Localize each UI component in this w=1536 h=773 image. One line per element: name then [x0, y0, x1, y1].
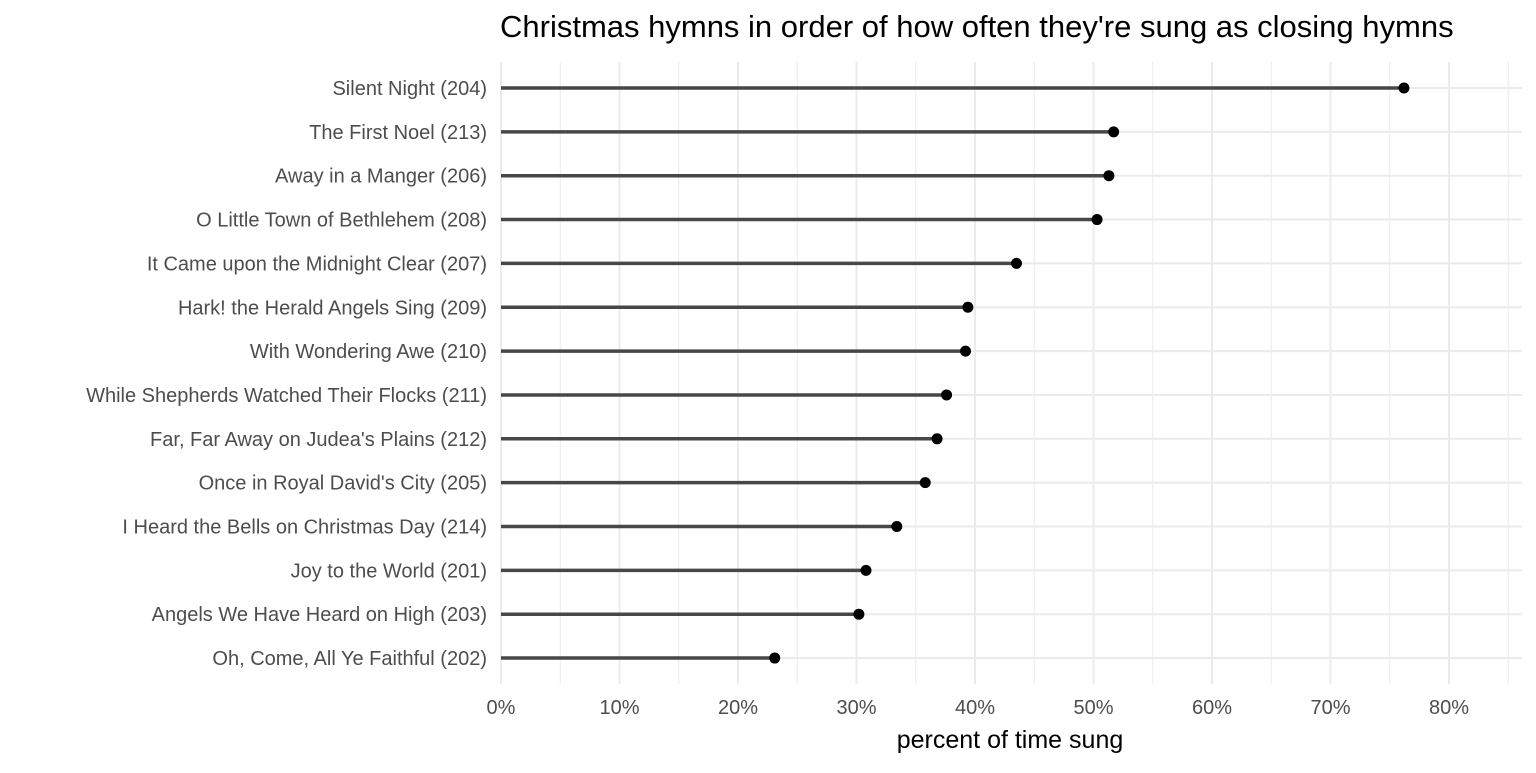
marks-layer — [501, 82, 1410, 664]
lollipop-point — [860, 564, 872, 576]
y-tick-label: Angels We Have Heard on High (203) — [152, 604, 487, 626]
y-tick-label: Hark! the Herald Angels Sing (209) — [178, 297, 487, 319]
x-tick-label: 0% — [487, 697, 516, 719]
chart-title: Christmas hymns in order of how often th… — [500, 9, 1454, 44]
lollipop-point — [962, 301, 974, 313]
y-tick-label: The First Noel (213) — [309, 122, 487, 144]
lollipop-point — [1091, 214, 1103, 226]
y-tick-labels: Silent Night (204) The First Noel (213) Aw… — [86, 78, 487, 670]
y-tick-label: Far, Far Away on Judea's Plains (212) — [150, 429, 487, 451]
x-tick-label: 60% — [1192, 697, 1232, 719]
x-axis-label: percent of time sung — [897, 726, 1124, 754]
y-tick-label: While Shepherds Watched Their Flocks (21… — [86, 385, 487, 407]
y-tick-label: I Heard the Bells on Christmas Day (214) — [122, 517, 487, 539]
lollipop-point — [1103, 170, 1115, 182]
y-tick-label: Silent Night (204) — [332, 78, 487, 100]
lollipop-point — [941, 389, 953, 401]
y-tick-label: Once in Royal David's City (205) — [199, 473, 487, 495]
y-tick-label: O Little Town of Bethlehem (208) — [196, 210, 487, 232]
x-tick-label: 20% — [718, 697, 758, 719]
lollipop-point — [931, 433, 943, 445]
x-tick-label: 50% — [1073, 697, 1113, 719]
y-tick-label: With Wondering Awe (210) — [250, 341, 487, 363]
x-tick-labels: 0% 10% 20% 30% 40% 50% 60% 70% 80% — [487, 697, 1470, 719]
lollipop-point — [919, 477, 931, 489]
y-tick-label: Away in a Manger (206) — [275, 166, 487, 188]
lollipop-point — [960, 345, 972, 357]
x-tick-label: 10% — [599, 697, 639, 719]
lollipop-point — [769, 652, 781, 664]
y-tick-label: It Came upon the Midnight Clear (207) — [147, 253, 487, 275]
x-tick-label: 70% — [1310, 697, 1350, 719]
grid-layer — [500, 62, 1522, 684]
lollipop-point — [853, 608, 865, 620]
lollipop-point — [891, 521, 903, 532]
y-tick-label: Oh, Come, All Ye Faithful (202) — [212, 648, 487, 670]
lollipop-point — [1108, 126, 1120, 138]
y-tick-label: Joy to the World (201) — [291, 560, 487, 582]
x-tick-label: 40% — [955, 697, 995, 719]
x-tick-label: 80% — [1429, 697, 1469, 719]
x-tick-label: 30% — [836, 697, 876, 719]
lollipop-point — [1398, 82, 1410, 94]
lollipop-point — [1010, 257, 1022, 269]
